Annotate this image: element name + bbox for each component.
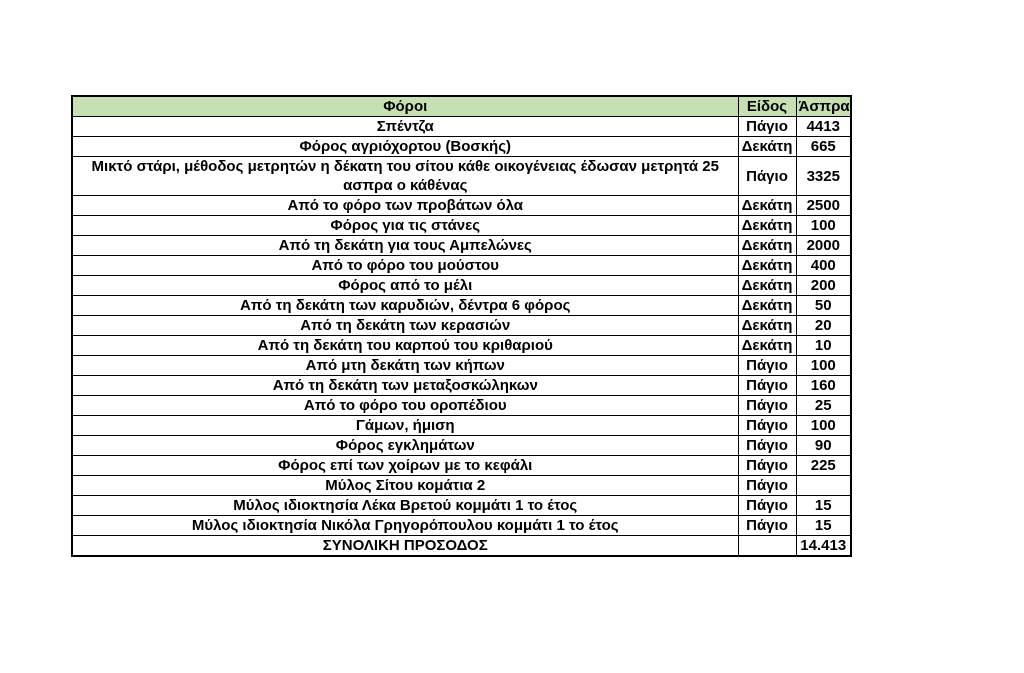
- tax-amount-cell: 2000: [795, 235, 852, 256]
- table-row: Σπέντζα Πάγιο 4413: [71, 116, 852, 137]
- table-row: Από τη δεκάτη των κερασιών Δεκάτη 20: [71, 315, 852, 336]
- tax-amount-cell: 100: [795, 215, 852, 236]
- tax-name-cell: Φόρος εγκλημάτων: [71, 435, 739, 456]
- tax-name-cell: Γάμων, ήμιση: [71, 415, 739, 436]
- tax-amount-cell: 2500: [795, 195, 852, 216]
- tax-amount-cell: 15: [795, 495, 852, 516]
- tax-name-cell: Από τη δεκάτη των κερασιών: [71, 315, 739, 336]
- table-row: Φόρος αγριόχορτου (Βοσκής) Δεκάτη 665: [71, 136, 852, 157]
- tax-kind-cell: Δεκάτη: [737, 215, 797, 236]
- tax-amount-cell: 100: [795, 415, 852, 436]
- tax-kind-cell: Δεκάτη: [737, 235, 797, 256]
- tax-kind-cell: Πάγιο: [737, 355, 797, 376]
- tax-amount-cell: 400: [795, 255, 852, 276]
- tax-name-cell: Από τη δεκάτη των καρυδιών, δέντρα 6 φόρ…: [71, 295, 739, 316]
- table-row: Από το φόρο του μούστου Δεκάτη 400: [71, 255, 852, 276]
- column-header-aspra: Άσπρα: [795, 95, 852, 117]
- tax-table: Φόροι Είδος Άσπρα Σπέντζα Πάγιο 4413 Φόρος …: [71, 95, 852, 557]
- tax-name-cell: Από τη δεκάτη του καρπού του κριθαριού: [71, 335, 739, 356]
- tax-name-cell: Από το φόρο του οροπέδιου: [71, 395, 739, 416]
- tax-kind-cell: Πάγιο: [737, 455, 797, 476]
- table-row: Φόρος εγκλημάτων Πάγιο 90: [71, 435, 852, 456]
- tax-name-cell: Μύλος ιδιοκτησία Λέκα Βρετού κομμάτι 1 τ…: [71, 495, 739, 516]
- tax-amount-cell: 25: [795, 395, 852, 416]
- tax-name-cell: Μύλος Σίτου κομάτια 2: [71, 475, 739, 496]
- table-row: Από τη δεκάτη για τους Αμπελώνες Δεκάτη 20…: [71, 235, 852, 256]
- tax-amount-cell: 15: [795, 515, 852, 536]
- total-row: ΣΥΝΟΛΙΚΗ ΠΡΟΣΟΔΟΣ 14.413: [71, 535, 852, 557]
- tax-name-cell: Μικτό στάρι, μέθοδος μετρητών η δέκατη τ…: [71, 156, 739, 196]
- table-row: Μικτό στάρι, μέθοδος μετρητών η δέκατη τ…: [71, 156, 852, 196]
- tax-kind-cell: Δεκάτη: [737, 295, 797, 316]
- tax-name-cell: ΣΥΝΟΛΙΚΗ ΠΡΟΣΟΔΟΣ: [71, 535, 739, 557]
- tax-name-cell: Σπέντζα: [71, 116, 739, 137]
- tax-kind-cell: Πάγιο: [737, 116, 797, 137]
- tax-kind-cell: [737, 535, 797, 557]
- table-body: Σπέντζα Πάγιο 4413 Φόρος αγριόχορτου (Βοσκή…: [71, 116, 852, 557]
- tax-name-cell: Από το φόρο των προβάτων όλα: [71, 195, 739, 216]
- table-row: Από μτη δεκάτη των κήπων Πάγιο 100: [71, 355, 852, 376]
- table-row: Μύλος Σίτου κομάτια 2 Πάγιο: [71, 475, 852, 496]
- tax-amount-cell: 14.413: [795, 535, 852, 557]
- table-row: Μύλος ιδιοκτησία Νικόλα Γρηγορόπουλου κο…: [71, 515, 852, 536]
- header-row: Φόροι Είδος Άσπρα: [71, 95, 852, 117]
- tax-kind-cell: Πάγιο: [737, 475, 797, 496]
- tax-amount-cell: 50: [795, 295, 852, 316]
- tax-amount-cell: [795, 475, 852, 496]
- tax-name-cell: Φόρος επί των χοίρων με το κεφάλι: [71, 455, 739, 476]
- tax-kind-cell: Δεκάτη: [737, 195, 797, 216]
- tax-amount-cell: 4413: [795, 116, 852, 137]
- tax-name-cell: Από μτη δεκάτη των κήπων: [71, 355, 739, 376]
- table-row: Από τη δεκάτη των μεταξοσκώληκων Πάγιο 160: [71, 375, 852, 396]
- tax-kind-cell: Πάγιο: [737, 375, 797, 396]
- tax-kind-cell: Πάγιο: [737, 515, 797, 536]
- table-row: Φόρος για τις στάνες Δεκάτη 100: [71, 215, 852, 236]
- tax-kind-cell: Δεκάτη: [737, 136, 797, 157]
- table-row: Από το φόρο των προβάτων όλα Δεκάτη 2500: [71, 195, 852, 216]
- tax-name-cell: Από τη δεκάτη των μεταξοσκώληκων: [71, 375, 739, 396]
- table-row: Από τη δεκάτη των καρυδιών, δέντρα 6 φόρ…: [71, 295, 852, 316]
- tax-kind-cell: Πάγιο: [737, 156, 797, 196]
- tax-name-cell: Φόρος από το μέλι: [71, 275, 739, 296]
- table-row: Γάμων, ήμιση Πάγιο 100: [71, 415, 852, 436]
- table-row: Από τη δεκάτη του καρπού του κριθαριού Δε…: [71, 335, 852, 356]
- table-row: Μύλος ιδιοκτησία Λέκα Βρετού κομμάτι 1 τ…: [71, 495, 852, 516]
- tax-name-cell: Φόρος αγριόχορτου (Βοσκής): [71, 136, 739, 157]
- table-row: Φόρος από το μέλι Δεκάτη 200: [71, 275, 852, 296]
- tax-amount-cell: 10: [795, 335, 852, 356]
- tax-name-cell: Μύλος ιδιοκτησία Νικόλα Γρηγορόπουλου κο…: [71, 515, 739, 536]
- tax-amount-cell: 160: [795, 375, 852, 396]
- tax-name-cell: Φόρος για τις στάνες: [71, 215, 739, 236]
- column-header-taxes: Φόροι: [71, 95, 739, 117]
- table-row: Από το φόρο του οροπέδιου Πάγιο 25: [71, 395, 852, 416]
- tax-amount-cell: 90: [795, 435, 852, 456]
- tax-kind-cell: Δεκάτη: [737, 335, 797, 356]
- tax-kind-cell: Δεκάτη: [737, 275, 797, 296]
- tax-amount-cell: 225: [795, 455, 852, 476]
- tax-amount-cell: 3325: [795, 156, 852, 196]
- tax-amount-cell: 20: [795, 315, 852, 336]
- tax-kind-cell: Πάγιο: [737, 435, 797, 456]
- tax-kind-cell: Δεκάτη: [737, 255, 797, 276]
- tax-name-cell: Από τη δεκάτη για τους Αμπελώνες: [71, 235, 739, 256]
- tax-kind-cell: Πάγιο: [737, 415, 797, 436]
- table-row: Φόρος επί των χοίρων με το κεφάλι Πάγιο 22…: [71, 455, 852, 476]
- tax-kind-cell: Πάγιο: [737, 395, 797, 416]
- tax-amount-cell: 200: [795, 275, 852, 296]
- tax-kind-cell: Πάγιο: [737, 495, 797, 516]
- column-header-kind: Είδος: [737, 95, 797, 117]
- tax-amount-cell: 100: [795, 355, 852, 376]
- tax-kind-cell: Δεκάτη: [737, 315, 797, 336]
- tax-amount-cell: 665: [795, 136, 852, 157]
- tax-name-cell: Από το φόρο του μούστου: [71, 255, 739, 276]
